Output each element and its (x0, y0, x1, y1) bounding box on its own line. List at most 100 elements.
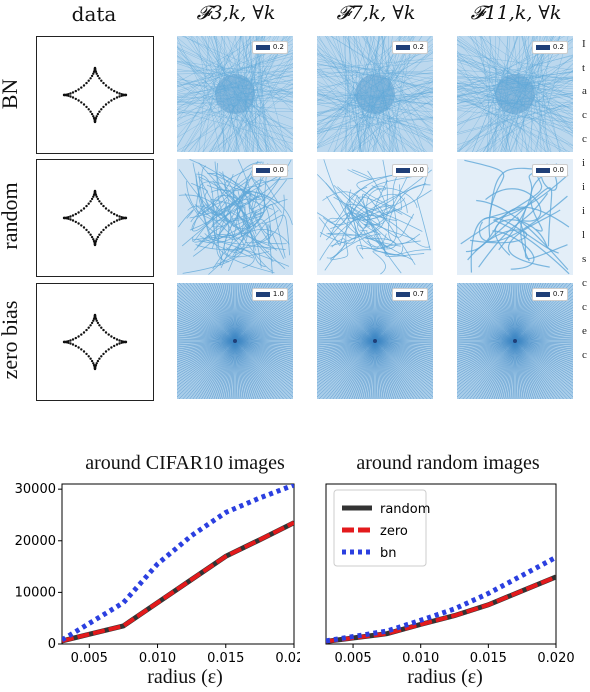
data-point (115, 214, 119, 217)
cut-off-char: e (582, 325, 587, 337)
panel-legend: 0.7 (531, 288, 568, 301)
field-panel-zero-f7: 0.7 (317, 283, 433, 399)
data-point (98, 200, 101, 203)
legend-value: 0.2 (272, 43, 284, 51)
astroid-points-icon (62, 313, 128, 371)
data-point (69, 218, 72, 221)
legend-value: 1.0 (272, 290, 284, 298)
data-point (82, 350, 86, 353)
data-point (98, 110, 101, 113)
data-point (90, 112, 94, 116)
data-point (85, 328, 88, 332)
data-point (110, 346, 113, 349)
data-point (124, 340, 128, 344)
legend-value: 0.7 (412, 290, 424, 298)
column-header-f3: 𝓕3,k, ∀k (196, 2, 276, 24)
partition-lines-image (457, 159, 573, 275)
cut-off-char: l (582, 229, 586, 241)
row-label-bn: BN (0, 78, 22, 110)
data-point (107, 348, 110, 351)
data-point (90, 197, 94, 201)
data-panel-random (36, 159, 154, 277)
data-point (89, 233, 92, 236)
series-line-random (62, 520, 294, 644)
legend-value: 0.2 (412, 43, 424, 51)
data-point (74, 336, 77, 340)
legend-swatch (255, 168, 270, 173)
data-point (69, 95, 72, 98)
chart-left-title: around CIFAR10 images (85, 452, 285, 474)
cut-off-char: c (582, 277, 587, 289)
field-panel-zero-f11: 0.7 (457, 283, 573, 399)
data-point (107, 86, 110, 89)
data-point (77, 335, 80, 338)
data-point (95, 362, 98, 365)
data-point (71, 91, 75, 94)
column-header-f7: 𝓕7,k, ∀k (336, 2, 416, 24)
data-point (89, 200, 92, 203)
data-point (69, 342, 72, 345)
partition-lines-image (457, 283, 573, 399)
data-point (96, 359, 100, 363)
data-point (87, 108, 90, 111)
panel-legend: 0.7 (391, 288, 428, 301)
data-point (102, 204, 105, 208)
partition-lines-image (317, 36, 433, 152)
data-point (98, 77, 101, 80)
panel-legend: 0.2 (531, 41, 568, 54)
legend-value: 0.0 (552, 166, 564, 174)
panel-legend: 1.0 (251, 288, 288, 301)
data-point (95, 319, 98, 322)
chart-right: 0.005 0.010 0.015 0.020 random zero bn (325, 483, 575, 664)
data-point (80, 348, 83, 351)
partition-lines-image (177, 283, 293, 399)
x-tick-label: 0.010 (402, 651, 439, 664)
data-point (71, 219, 75, 222)
data-point (102, 105, 105, 109)
data-point (100, 108, 103, 111)
field-panel-bn-f3: 0.2 (177, 36, 293, 152)
data-point (65, 93, 68, 96)
plot-frame (325, 483, 557, 645)
data-point (92, 195, 95, 198)
legend-label-bn: bn (380, 546, 397, 561)
y-tick-label: 30000 (15, 482, 56, 497)
cut-off-char: c (582, 133, 587, 145)
data-point (71, 338, 75, 341)
field-panel-random-f3: 0.0 (177, 159, 293, 275)
data-point (100, 231, 103, 234)
data-point (87, 79, 90, 82)
data-point (74, 97, 77, 101)
plot-frame (61, 483, 295, 645)
data-point (92, 319, 95, 322)
data-point (69, 92, 72, 95)
data-point (82, 331, 86, 334)
data-point (115, 343, 119, 346)
data-point (110, 88, 113, 91)
data-point (90, 74, 94, 78)
data-point (113, 89, 116, 93)
data-point (92, 238, 95, 241)
data-point (110, 335, 113, 338)
data-point (113, 220, 116, 224)
data-point (95, 195, 98, 198)
data-point (102, 328, 105, 332)
data-point (118, 218, 121, 221)
data-point (92, 364, 96, 367)
y-tick-label: 20000 (15, 534, 56, 549)
data-point (74, 212, 77, 216)
data-point (71, 214, 75, 217)
field-panel-zero-f3: 1.0 (177, 283, 293, 399)
y-tick-label: 0 (48, 637, 56, 652)
data-point (85, 228, 88, 232)
data-point (67, 93, 70, 96)
chart-right-title: around random images (356, 452, 540, 474)
legend-value: 0.0 (272, 166, 284, 174)
data-point (95, 238, 98, 241)
series-line-bn (326, 555, 556, 644)
data-point (107, 224, 110, 227)
field-panel-bn-f7: 0.2 (317, 36, 433, 152)
row-label-zero-bias: zero bias (0, 300, 22, 380)
data-point (102, 352, 105, 356)
cut-off-char: i (582, 205, 586, 217)
